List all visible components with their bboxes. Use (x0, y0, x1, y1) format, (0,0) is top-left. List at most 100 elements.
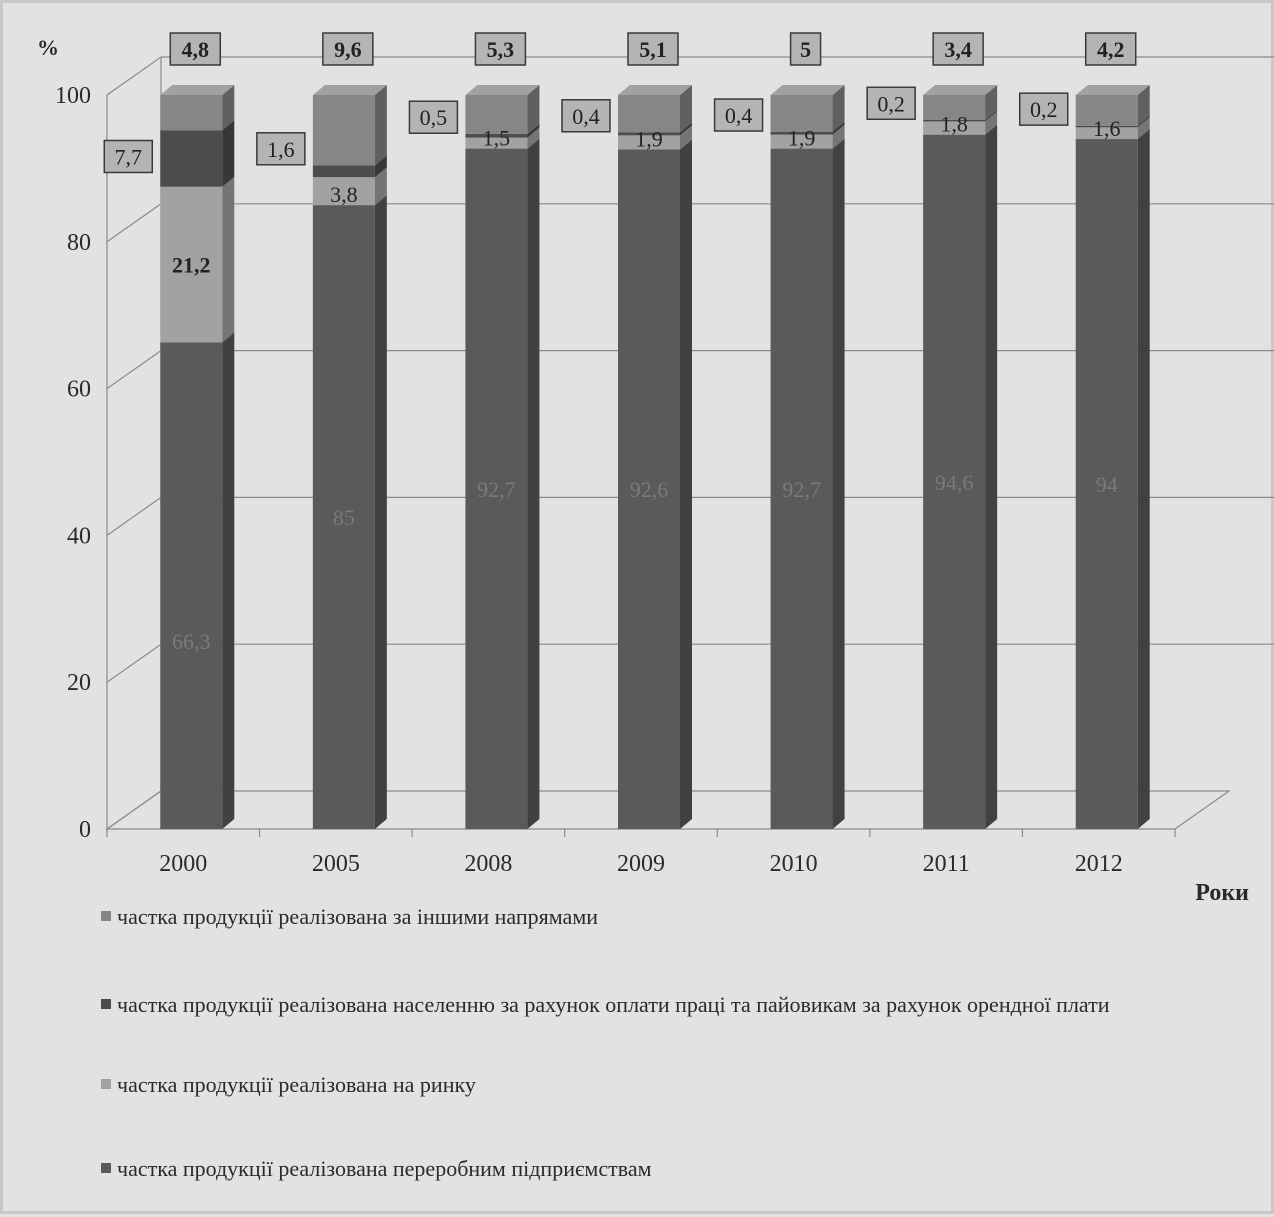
data-label: 9,6 (334, 37, 362, 62)
data-label-box (866, 86, 916, 121)
gridline-side (106, 790, 162, 830)
bar-segment (618, 139, 692, 830)
bar-front (465, 95, 528, 134)
bar-side (374, 195, 387, 830)
bar-side (680, 122, 692, 136)
data-label-box (627, 32, 679, 66)
bar-front (618, 135, 680, 150)
data-label: 3,8 (330, 182, 358, 207)
data-label-box (1018, 92, 1069, 126)
bars (160, 85, 1150, 830)
bar-front (923, 134, 986, 830)
bar-side (832, 85, 845, 132)
bar-side (1137, 115, 1150, 128)
bar-top (465, 85, 540, 95)
x-tick-label: 2010 (770, 851, 818, 877)
x-tick-label: 2008 (464, 851, 512, 877)
bar-segment (618, 122, 692, 136)
data-label: 0,5 (420, 105, 448, 130)
gridline-side (106, 350, 162, 390)
bar-side (832, 138, 845, 829)
bar-front (1075, 139, 1138, 830)
bar-front (618, 95, 680, 133)
bar-side (374, 155, 387, 178)
bar-front (160, 342, 223, 829)
bar-front (465, 148, 528, 829)
data-label-box (169, 32, 222, 66)
bar-side (527, 123, 540, 138)
bar-top (618, 85, 692, 95)
bar-segment (1075, 117, 1150, 140)
x-tick-label: 2005 (312, 851, 360, 877)
bar-front (1075, 125, 1138, 128)
y-tick-label: 40 (67, 523, 91, 549)
bar-side (1137, 85, 1150, 126)
y-tick-label: 60 (67, 377, 91, 403)
bar-side (222, 85, 235, 131)
bar-side (985, 111, 998, 135)
bar-segment (923, 111, 998, 135)
bar-side (374, 167, 387, 206)
bar-front (770, 131, 833, 135)
data-label-box (256, 132, 306, 166)
bar-top (1075, 85, 1150, 95)
data-label-box (474, 32, 527, 66)
data-label-box (103, 139, 154, 174)
bar-segment (923, 124, 998, 830)
bar-side (985, 124, 998, 830)
legend-label: частка продукції реалізована за іншими н… (117, 904, 599, 929)
legend-item: частка продукції реалізована на ринку (101, 1071, 476, 1099)
data-label: 1,6 (267, 137, 295, 162)
bar-segment (1075, 115, 1150, 128)
bar-front (312, 165, 375, 178)
bar-side (1137, 129, 1150, 829)
data-label: 94 (1096, 472, 1118, 497)
data-label: 7,7 (115, 144, 143, 169)
legend-item: частка продукції реалізована за іншими н… (101, 903, 598, 931)
data-label: 1,6 (1093, 116, 1121, 141)
y-axis-label: % (37, 35, 59, 60)
legend-label: частка продукції реалізована на ринку (117, 1072, 476, 1097)
bar-side (985, 85, 998, 120)
data-label-box (932, 32, 984, 66)
legend-swatch (101, 1079, 111, 1089)
bar-front (160, 130, 223, 187)
bar-top (770, 85, 845, 95)
bar-front (770, 134, 833, 149)
data-label: 92,7 (782, 477, 821, 502)
data-label: 0,4 (572, 104, 600, 129)
data-label: 0,2 (877, 91, 905, 116)
bar-front (770, 95, 833, 132)
y-tick-label: 80 (67, 230, 91, 256)
bar-front (923, 121, 986, 135)
bar-side (374, 85, 387, 166)
bar-front (312, 177, 375, 206)
data-label-box (322, 32, 374, 66)
bar-side (1137, 117, 1150, 140)
bar-side (527, 85, 540, 134)
x-axis-label: Роки (1195, 880, 1249, 906)
bar-side (832, 124, 845, 149)
data-label: 92,6 (630, 477, 669, 502)
data-label-box (408, 100, 459, 134)
bar-front (312, 205, 375, 830)
data-label: 94,6 (935, 470, 974, 495)
legend-swatch (101, 911, 111, 921)
data-label: 66,3 (172, 629, 211, 654)
bar-front (923, 119, 986, 122)
data-label-box (1084, 32, 1137, 66)
data-label: 21,2 (172, 253, 211, 278)
gridline-side (106, 56, 162, 96)
data-label: 5,3 (487, 37, 515, 62)
bar-side (680, 85, 692, 133)
legend-swatch (101, 1163, 111, 1173)
bar-front (770, 148, 833, 829)
data-label: 4,8 (182, 37, 210, 62)
bar-segment (770, 85, 845, 132)
data-label: 3,4 (944, 37, 972, 62)
x-tick-label: 2000 (159, 851, 207, 877)
data-label: 4,2 (1097, 37, 1125, 62)
data-label-box (561, 99, 611, 133)
x-tick-label: 2011 (923, 851, 970, 877)
bar-segment (160, 332, 235, 829)
